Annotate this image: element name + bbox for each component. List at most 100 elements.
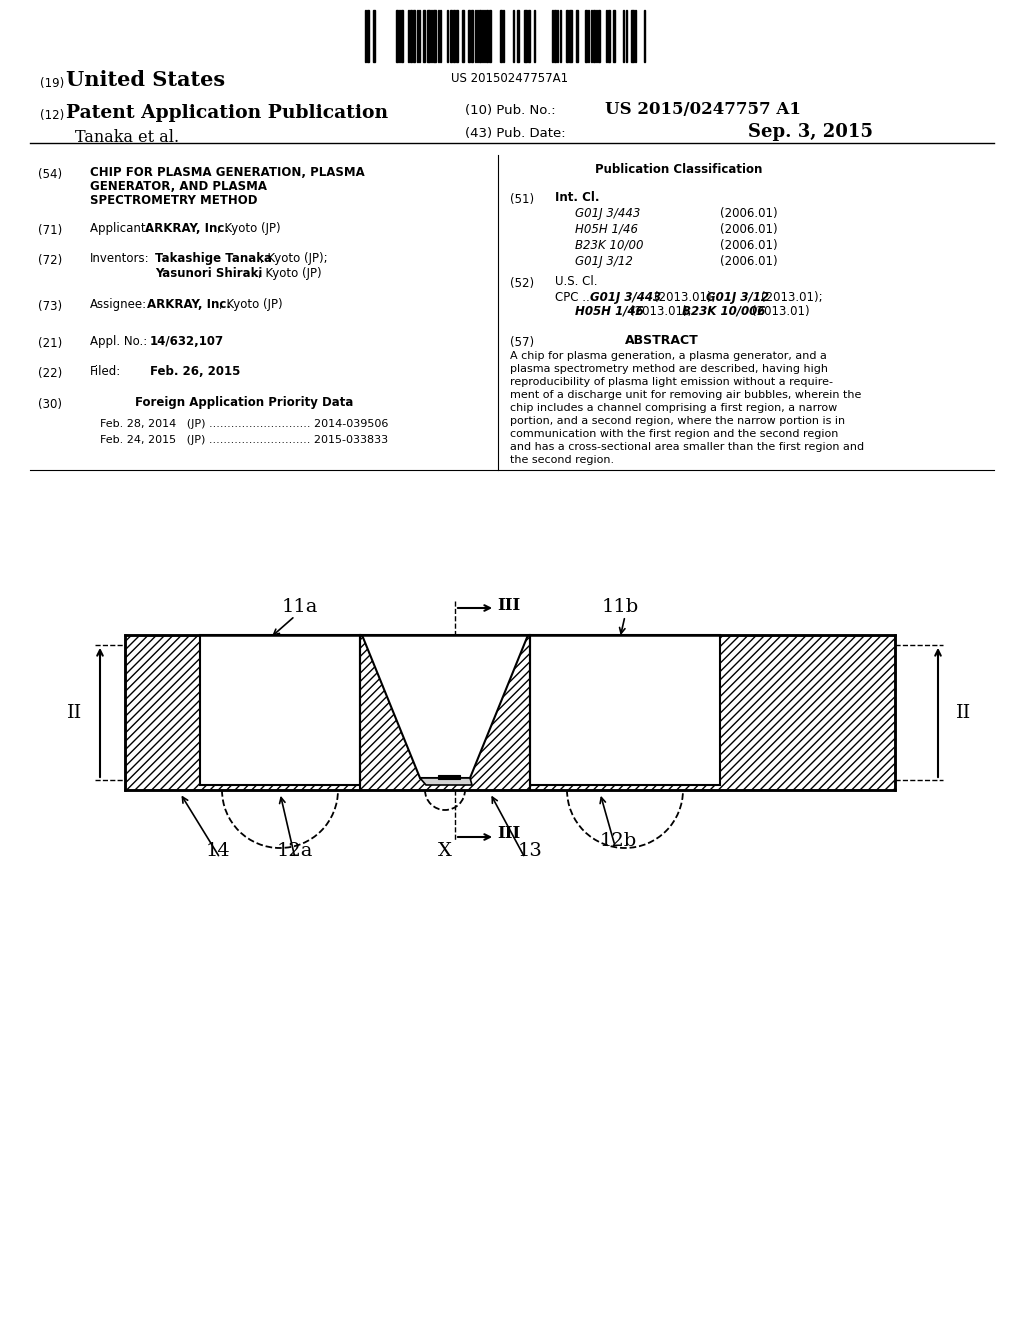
Text: the second region.: the second region. (510, 455, 614, 465)
Bar (471, 11, 473, 62)
Text: X: X (438, 842, 452, 861)
Text: (2013.01);: (2013.01); (630, 305, 695, 318)
Bar (503, 11, 504, 62)
Text: G01J 3/12: G01J 3/12 (575, 255, 633, 268)
Text: (73): (73) (38, 300, 62, 313)
Text: Int. Cl.: Int. Cl. (555, 191, 599, 205)
Text: GENERATOR, AND PLASMA: GENERATOR, AND PLASMA (90, 180, 267, 193)
Text: and has a cross-sectional area smaller than the first region and: and has a cross-sectional area smaller t… (510, 442, 864, 451)
Bar (468, 11, 469, 62)
Bar (437, 11, 439, 62)
Text: II: II (67, 704, 82, 722)
Text: , Kyoto (JP);: , Kyoto (JP); (260, 252, 328, 265)
Bar (200, 635, 360, 785)
Text: portion, and a second region, where the narrow portion is in: portion, and a second region, where the … (510, 416, 845, 426)
Text: SPECTROMETRY METHOD: SPECTROMETRY METHOD (90, 194, 257, 207)
Bar (432, 11, 435, 62)
Text: (30): (30) (38, 399, 62, 411)
Text: (72): (72) (38, 253, 62, 267)
Text: (22): (22) (38, 367, 62, 380)
Text: , Kyoto (JP): , Kyoto (JP) (217, 222, 281, 235)
Text: Publication Classification: Publication Classification (595, 162, 763, 176)
Text: II: II (956, 704, 971, 722)
Bar (489, 11, 490, 62)
Bar (613, 11, 615, 62)
Text: plasma spectrometry method are described, having high: plasma spectrometry method are described… (510, 364, 828, 374)
Text: 12a: 12a (276, 842, 313, 861)
Bar (528, 11, 530, 62)
Bar (530, 635, 720, 785)
Bar (575, 11, 578, 62)
Text: reproducibility of plasma light emission without a require-: reproducibility of plasma light emission… (510, 378, 833, 387)
Text: Tanaka et al.: Tanaka et al. (75, 129, 179, 147)
Text: , Kyoto (JP): , Kyoto (JP) (219, 298, 283, 312)
Text: Sep. 3, 2015: Sep. 3, 2015 (748, 123, 873, 141)
Text: A chip for plasma generation, a plasma generator, and a: A chip for plasma generation, a plasma g… (510, 351, 826, 360)
Bar (593, 11, 595, 62)
Text: (10) Pub. No.:: (10) Pub. No.: (465, 104, 556, 117)
Text: (2006.01): (2006.01) (720, 255, 777, 268)
Text: CHIP FOR PLASMA GENERATION, PLASMA: CHIP FOR PLASMA GENERATION, PLASMA (90, 166, 365, 180)
Bar (608, 11, 609, 62)
Bar (631, 11, 634, 62)
Text: Inventors:: Inventors: (90, 252, 150, 265)
Text: (19): (19) (40, 77, 65, 90)
Bar (373, 11, 375, 62)
Bar (423, 11, 425, 62)
Bar (462, 11, 464, 62)
Text: Patent Application Publication: Patent Application Publication (66, 104, 388, 121)
Text: Foreign Application Priority Data: Foreign Application Priority Data (135, 396, 353, 409)
Text: Takashige Tanaka: Takashige Tanaka (155, 252, 272, 265)
Bar (486, 11, 488, 62)
Text: (2013.01);: (2013.01); (654, 290, 720, 304)
Text: (57): (57) (510, 337, 535, 348)
Bar (396, 11, 398, 62)
Text: G01J 3/443: G01J 3/443 (590, 290, 662, 304)
Text: Applicant:: Applicant: (90, 222, 154, 235)
Text: B23K 10/006: B23K 10/006 (682, 305, 765, 318)
Text: H05H 1/46: H05H 1/46 (575, 223, 638, 236)
Text: (2013.01): (2013.01) (752, 305, 810, 318)
Text: 11a: 11a (282, 598, 318, 616)
Bar (523, 11, 526, 62)
Bar (360, 635, 530, 789)
Polygon shape (420, 777, 472, 785)
Text: Filed:: Filed: (90, 366, 121, 378)
Text: Feb. 28, 2014   (JP) ............................ 2014-039506: Feb. 28, 2014 (JP) .....................… (100, 418, 388, 429)
Text: Feb. 24, 2015   (JP) ............................ 2015-033833: Feb. 24, 2015 (JP) .....................… (100, 436, 388, 445)
Text: US 2015/0247757 A1: US 2015/0247757 A1 (605, 102, 801, 117)
Bar (585, 11, 587, 62)
Bar (588, 11, 589, 62)
Text: H05H 1/46: H05H 1/46 (575, 305, 644, 318)
Text: (12): (12) (40, 110, 65, 121)
Text: CPC ..: CPC .. (555, 290, 590, 304)
Text: ABSTRACT: ABSTRACT (625, 334, 698, 347)
Bar (596, 11, 597, 62)
Text: 11b: 11b (601, 598, 639, 616)
Text: , Kyoto (JP): , Kyoto (JP) (258, 267, 322, 280)
Text: (71): (71) (38, 224, 62, 238)
Text: chip includes a channel comprising a first region, a narrow: chip includes a channel comprising a fir… (510, 403, 838, 413)
Text: G01J 3/12: G01J 3/12 (706, 290, 769, 304)
Bar (125, 635, 895, 789)
Bar (450, 11, 452, 62)
Text: (2013.01);: (2013.01); (761, 290, 822, 304)
Text: United States: United States (66, 70, 225, 90)
Bar (565, 11, 567, 62)
Text: G01J 3/443: G01J 3/443 (575, 207, 640, 220)
Text: B23K 10/00: B23K 10/00 (575, 239, 643, 252)
Bar (456, 11, 458, 62)
Text: ARKRAY, Inc.: ARKRAY, Inc. (145, 222, 229, 235)
Text: Feb. 26, 2015: Feb. 26, 2015 (150, 366, 241, 378)
Bar (427, 11, 429, 62)
Text: (43) Pub. Date:: (43) Pub. Date: (465, 127, 565, 140)
Text: (51): (51) (510, 193, 535, 206)
Bar (453, 11, 455, 62)
Bar (401, 11, 402, 62)
Text: (2006.01): (2006.01) (720, 207, 777, 220)
Bar (517, 11, 518, 62)
Polygon shape (362, 635, 528, 777)
Text: communication with the first region and the second region: communication with the first region and … (510, 429, 839, 440)
Bar (556, 11, 558, 62)
Bar (410, 11, 412, 62)
